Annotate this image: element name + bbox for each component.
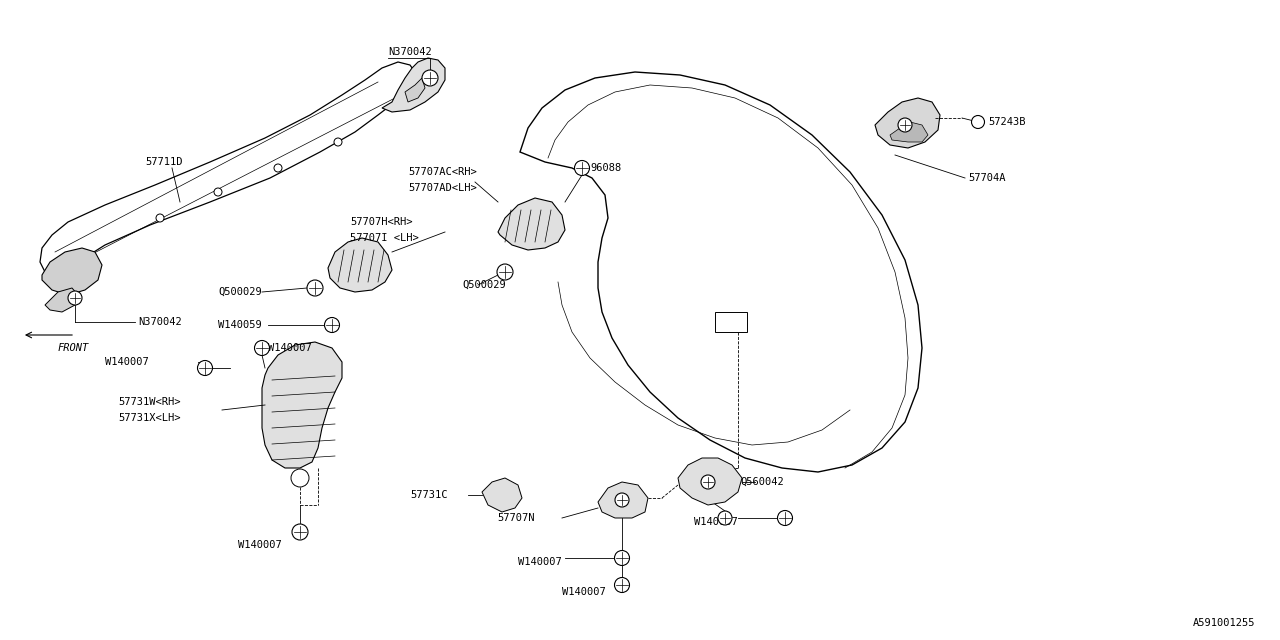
Text: 57707AC<RH>: 57707AC<RH> xyxy=(408,167,476,177)
Text: W140007: W140007 xyxy=(694,517,739,527)
Polygon shape xyxy=(404,78,425,102)
Text: 96088: 96088 xyxy=(590,163,621,173)
Circle shape xyxy=(334,138,342,146)
Text: 57243B: 57243B xyxy=(988,117,1025,127)
Polygon shape xyxy=(42,248,102,295)
Text: W140007: W140007 xyxy=(562,587,605,597)
Circle shape xyxy=(718,511,732,525)
Circle shape xyxy=(614,550,630,566)
Text: A591001255: A591001255 xyxy=(1193,618,1254,628)
Text: W140007: W140007 xyxy=(105,357,148,367)
Text: 57707I <LH>: 57707I <LH> xyxy=(349,233,419,243)
Circle shape xyxy=(777,511,792,525)
Circle shape xyxy=(899,118,913,132)
Circle shape xyxy=(422,70,438,86)
Circle shape xyxy=(325,317,339,333)
Circle shape xyxy=(614,493,628,507)
Polygon shape xyxy=(598,482,648,518)
Text: 57707N: 57707N xyxy=(498,513,535,523)
Text: N370042: N370042 xyxy=(388,47,431,57)
Polygon shape xyxy=(520,72,922,472)
Circle shape xyxy=(291,469,308,487)
Text: W140059: W140059 xyxy=(219,320,262,330)
Text: 57731X<LH>: 57731X<LH> xyxy=(118,413,180,423)
Circle shape xyxy=(255,340,270,355)
Text: 57704A: 57704A xyxy=(968,173,1006,183)
FancyBboxPatch shape xyxy=(716,312,748,332)
Text: Q560042: Q560042 xyxy=(740,477,783,487)
Circle shape xyxy=(307,280,323,296)
Circle shape xyxy=(214,188,221,196)
Polygon shape xyxy=(262,342,342,468)
Text: Q500029: Q500029 xyxy=(462,280,506,290)
Text: Q500029: Q500029 xyxy=(219,287,262,297)
Polygon shape xyxy=(876,98,940,148)
Polygon shape xyxy=(381,58,445,112)
Circle shape xyxy=(156,214,164,222)
Text: 57707H<RH>: 57707H<RH> xyxy=(349,217,412,227)
Text: FRONT: FRONT xyxy=(58,343,90,353)
Circle shape xyxy=(972,115,984,129)
Text: W140007: W140007 xyxy=(518,557,562,567)
Text: 57731W<RH>: 57731W<RH> xyxy=(118,397,180,407)
Text: 57731C: 57731C xyxy=(411,490,448,500)
Circle shape xyxy=(197,360,212,376)
Text: N370042: N370042 xyxy=(138,317,182,327)
Text: 57711D: 57711D xyxy=(145,157,183,167)
Circle shape xyxy=(68,291,82,305)
Circle shape xyxy=(274,164,282,172)
Polygon shape xyxy=(40,62,415,280)
Circle shape xyxy=(292,524,308,540)
Text: W140007: W140007 xyxy=(268,343,312,353)
Text: 57707AD<LH>: 57707AD<LH> xyxy=(408,183,476,193)
Polygon shape xyxy=(890,122,928,142)
Polygon shape xyxy=(483,478,522,512)
Polygon shape xyxy=(678,458,742,505)
Polygon shape xyxy=(45,288,78,312)
Polygon shape xyxy=(498,198,564,250)
Circle shape xyxy=(497,264,513,280)
Circle shape xyxy=(575,161,590,175)
Text: W140007: W140007 xyxy=(238,540,282,550)
Circle shape xyxy=(701,475,716,489)
Circle shape xyxy=(614,577,630,593)
Polygon shape xyxy=(328,238,392,292)
